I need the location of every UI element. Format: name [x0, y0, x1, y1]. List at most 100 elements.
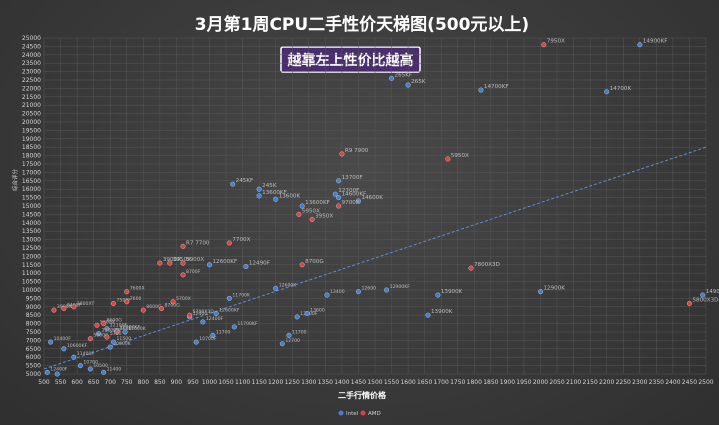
y-tick-label: 22500 — [22, 77, 41, 84]
x-tick-label: 800 — [138, 379, 150, 386]
y-tick-label: 17500 — [22, 161, 41, 168]
intel-point — [71, 354, 77, 360]
y-tick-label: 17000 — [22, 169, 41, 176]
intel-point — [336, 195, 342, 201]
x-tick-label: 1150 — [252, 379, 267, 386]
amd-point — [51, 307, 57, 313]
intel-point-label: 10700F — [199, 336, 217, 342]
intel-point — [256, 193, 262, 199]
legend-amd-label: AMD — [368, 411, 381, 417]
amd-point-label: 9700X — [342, 200, 360, 206]
x-tick-label: 1400 — [334, 379, 349, 386]
intel-point — [107, 344, 113, 350]
x-tick-label: 2450 — [682, 379, 697, 386]
amd-point — [157, 260, 163, 266]
x-tick-label: 2050 — [549, 379, 564, 386]
y-tick-label: 14000 — [22, 220, 41, 227]
y-tick-label: 12500 — [22, 245, 41, 252]
intel-point — [478, 87, 484, 93]
amd-point — [296, 211, 302, 217]
intel-point-label: 11700 — [292, 329, 307, 335]
y-tick-label: 19000 — [22, 136, 41, 143]
x-tick-label: 1000 — [202, 379, 217, 386]
intel-point — [54, 371, 60, 377]
amd-point-label: 5950X — [451, 153, 469, 159]
amd-point-label: 3800XT — [77, 301, 95, 307]
amd-point — [299, 262, 305, 268]
x-tick-label: 1300 — [301, 379, 316, 386]
y-tick-label: 25000 — [22, 35, 41, 42]
amd-point-label: R7 7700 — [186, 240, 210, 246]
legend: Intel AMD — [338, 410, 381, 417]
intel-point — [44, 369, 50, 375]
intel-point-label: 14900KF — [643, 39, 668, 45]
x-tick-label: 2500 — [698, 379, 713, 386]
x-tick-label: 2300 — [632, 379, 647, 386]
intel-point-label: 13600KF — [262, 190, 287, 196]
y-tick-label: 9000 — [26, 304, 41, 311]
y-tick-label: 21000 — [22, 102, 41, 109]
y-tick-label: 24500 — [22, 43, 41, 50]
y-tick-label: 10000 — [22, 287, 41, 294]
amd-point — [187, 312, 193, 318]
amd-point — [180, 272, 186, 278]
y-tick-label: 8500 — [26, 312, 41, 319]
intel-point — [332, 191, 338, 197]
x-tick-label: 1200 — [268, 379, 283, 386]
intel-point — [637, 42, 643, 48]
intel-point — [210, 332, 216, 338]
x-tick-label: 2250 — [616, 379, 631, 386]
amd-point — [71, 304, 77, 310]
intel-point-label: 265KF — [395, 72, 413, 78]
y-tick-label: 10500 — [22, 279, 41, 286]
intel-point-label: 12700F — [338, 188, 359, 194]
intel-point-label: 12900K — [544, 286, 566, 292]
intel-point — [425, 312, 431, 318]
intel-point-label: 11400 — [107, 366, 122, 372]
intel-point — [304, 311, 310, 316]
amd-point — [339, 151, 345, 157]
x-tick-label: 2000 — [533, 379, 548, 386]
intel-point — [61, 346, 67, 352]
y-tick-label: 11000 — [22, 270, 41, 277]
amd-point — [180, 260, 186, 266]
x-tick-label: 1950 — [516, 379, 531, 386]
x-tick-label: 1600 — [400, 379, 415, 386]
x-tick-label: 550 — [55, 379, 67, 386]
intel-point — [356, 198, 361, 204]
intel-point-label: 14700K — [610, 86, 632, 92]
x-tick-label: 700 — [104, 379, 116, 386]
intel-point-label: 11600K — [128, 326, 147, 332]
x-tick-label: 1750 — [450, 379, 465, 386]
y-tick-label: 15000 — [22, 203, 41, 210]
intel-point — [273, 285, 279, 291]
x-tick-label: 500 — [38, 379, 50, 386]
intel-point — [700, 292, 706, 298]
intel-point — [200, 319, 206, 325]
intel-point — [294, 314, 300, 320]
intel-point — [111, 339, 116, 345]
amd-point — [124, 289, 130, 295]
y-tick-label: 22000 — [22, 85, 41, 92]
intel-point-label: 13400 — [330, 289, 345, 295]
x-tick-label: 1500 — [367, 379, 382, 386]
amd-point-label: 5600G — [93, 333, 109, 339]
y-tick-label: 14500 — [22, 211, 41, 218]
grid — [43, 37, 707, 375]
amd-point-label: 8700F — [186, 269, 201, 275]
x-tick-label: 850 — [154, 379, 166, 386]
x-axis-title: 二手行情价格 — [338, 390, 387, 400]
intel-point-label: 12490F — [249, 260, 270, 266]
amd-point — [94, 322, 100, 328]
intel-point-label: 13900K — [431, 309, 453, 315]
intel-point-label: 12400 — [193, 311, 208, 317]
intel-point — [101, 369, 107, 375]
x-tick-label: 1650 — [417, 379, 432, 386]
x-tick-label: 1550 — [384, 379, 399, 386]
x-tick-label: 1100 — [235, 379, 250, 386]
y-tick-label: 18000 — [22, 153, 41, 160]
amd-point-label: 8600G — [146, 304, 162, 310]
intel-point-label: 11700KF — [237, 321, 258, 327]
intel-point — [193, 339, 199, 345]
intel-point-label: 12600 — [361, 286, 376, 292]
